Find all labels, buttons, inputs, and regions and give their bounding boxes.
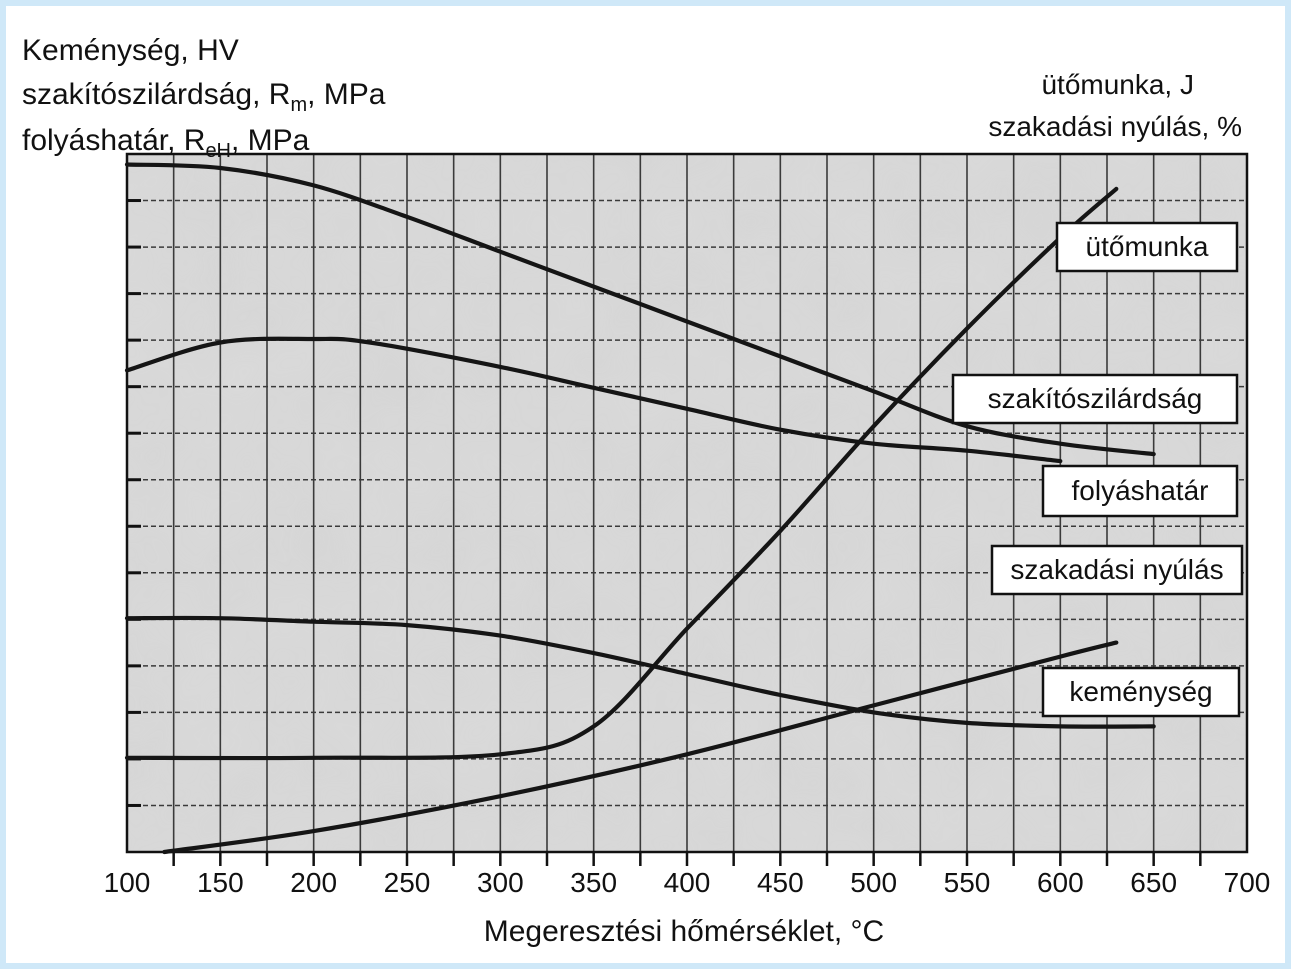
label-box-szakadasi-nyulas: szakadási nyúlás (990, 544, 1244, 596)
series-line-folyashatar (124, 336, 1063, 464)
label-kemenyseg: keménység (1069, 676, 1212, 707)
right-axis-title-line2: szakadási nyúlás, % (988, 111, 1242, 142)
chart-page: Keménység, HV szakítószilárdság, Rm, MPa… (6, 6, 1285, 963)
x-tick-label: 150 (197, 867, 244, 898)
label-szakitoszilardsag: szakítószilárdság (988, 383, 1203, 414)
x-tick-label: 500 (850, 867, 897, 898)
label-utomunka: ütőmunka (1086, 231, 1209, 262)
x-tick-label: 650 (1130, 867, 1177, 898)
label-folyashatar: folyáshatár (1072, 475, 1209, 506)
chart: Keménység, HV szakítószilárdság, Rm, MPa… (22, 34, 1271, 948)
curves (124, 162, 1156, 855)
x-tick-label: 250 (384, 867, 431, 898)
grid (127, 154, 1247, 852)
right-axis-title-line1: ütőmunka, J (1041, 69, 1194, 100)
series-line-utomunka (124, 186, 1119, 761)
label-box-folyashatar: folyáshatár (1041, 464, 1239, 518)
x-tick-label: 600 (1037, 867, 1084, 898)
x-tick-labels: 100 150 200 250 300 350 400 450 500 550 600 650 700 (104, 867, 1271, 898)
left-axis-title-line2: szakítószilárdság, Rm, MPa (22, 78, 386, 116)
x-tick-label: 350 (570, 867, 617, 898)
label-box-kemenyseg: keménység (1041, 666, 1241, 718)
x-tick-label: 450 (757, 867, 804, 898)
axis-ticks (127, 199, 1202, 866)
x-axis-title: Megeresztési hőmérséklet, °C (484, 915, 884, 948)
left-axis-title-line1: Keménység, HV (22, 34, 239, 67)
series-line-szakitoszilardsag (124, 162, 1156, 457)
x-tick-label: 100 (104, 867, 151, 898)
label-box-szakitoszilardsag: szakítószilárdság (951, 373, 1239, 425)
series-line-szakadasi-nyulas (162, 640, 1119, 855)
x-tick-label: 300 (477, 867, 524, 898)
x-tick-label: 200 (290, 867, 337, 898)
left-axis-title-line3: folyáshatár, ReH, MPa (22, 124, 310, 162)
x-tick-label: 550 (944, 867, 991, 898)
x-tick-label: 400 (664, 867, 711, 898)
label-szakadasi-nyulas: szakadási nyúlás (1010, 554, 1223, 585)
x-tick-label: 700 (1224, 867, 1271, 898)
plot-frame (125, 152, 1249, 854)
label-box-utomunka: ütőmunka (1055, 221, 1239, 273)
series-line-kemenyseg (124, 615, 1156, 729)
